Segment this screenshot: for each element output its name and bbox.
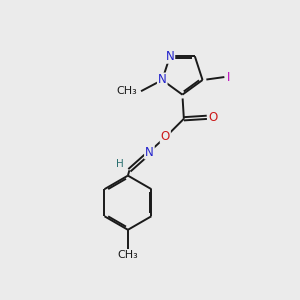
Text: CH₃: CH₃: [118, 250, 138, 260]
Text: N: N: [166, 50, 174, 63]
Text: N: N: [145, 146, 154, 159]
Text: N: N: [158, 74, 167, 86]
Text: O: O: [208, 111, 217, 124]
Text: I: I: [226, 70, 230, 84]
Text: CH₃: CH₃: [117, 86, 137, 96]
Text: O: O: [161, 130, 170, 143]
Text: H: H: [116, 159, 124, 169]
